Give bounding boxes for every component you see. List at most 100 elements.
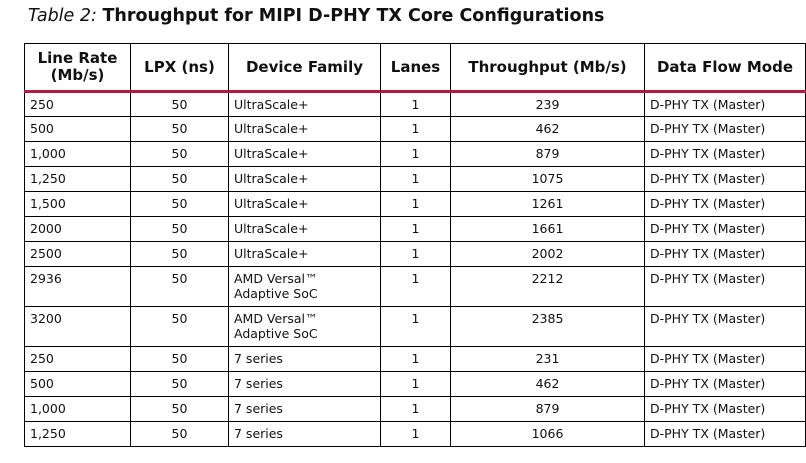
cell-line-rate: 3200 xyxy=(24,306,131,347)
cell-throughput: 462 xyxy=(450,116,645,142)
cell-lpx: 50 xyxy=(130,421,229,447)
cell-device-family: UltraScale+ xyxy=(228,91,381,117)
cell-lanes: 1 xyxy=(380,191,451,217)
cell-lpx: 50 xyxy=(130,141,229,167)
cell-throughput: 879 xyxy=(450,396,645,422)
header-line-rate: Line Rate (Mb/s) xyxy=(24,43,131,93)
cell-lanes: 1 xyxy=(380,241,451,267)
cell-line-rate: 250 xyxy=(24,91,131,117)
cell-throughput: 2002 xyxy=(450,241,645,267)
table-row: 500 50 7 series 1 462 D-PHY TX (Master) xyxy=(24,371,806,397)
cell-throughput: 1261 xyxy=(450,191,645,217)
cell-throughput: 231 xyxy=(450,346,645,372)
table-row: 250 50 7 series 1 231 D-PHY TX (Master) xyxy=(24,346,806,372)
cell-lpx: 50 xyxy=(130,166,229,192)
cell-device-family: UltraScale+ xyxy=(228,241,381,267)
cell-device-family: UltraScale+ xyxy=(228,191,381,217)
table-row: 1,250 50 7 series 1 1066 D-PHY TX (Master) xyxy=(24,421,806,447)
table-row: 2000 50 UltraScale+ 1 1661 D-PHY TX (Master) xyxy=(24,216,806,242)
header-data-flow-mode: Data Flow Mode xyxy=(644,43,806,93)
cell-data-flow-mode: D-PHY TX (Master) xyxy=(644,191,806,217)
cell-line-rate: 1,000 xyxy=(24,396,131,422)
table-row: 3200 50 AMD Versal™ Adaptive SoC 1 2385 D-PHY… xyxy=(24,306,806,347)
cell-line-rate: 2500 xyxy=(24,241,131,267)
cell-lpx: 50 xyxy=(130,346,229,372)
cell-data-flow-mode: D-PHY TX (Master) xyxy=(644,91,806,117)
caption-title: Throughput for MIPI D-PHY TX Core Config… xyxy=(102,6,605,26)
cell-line-rate: 1,000 xyxy=(24,141,131,167)
cell-lpx: 50 xyxy=(130,216,229,242)
cell-lanes: 1 xyxy=(380,141,451,167)
cell-lanes: 1 xyxy=(380,421,451,447)
cell-data-flow-mode: D-PHY TX (Master) xyxy=(644,396,806,422)
cell-lpx: 50 xyxy=(130,191,229,217)
cell-lpx: 50 xyxy=(130,396,229,422)
table-row: 250 50 UltraScale+ 1 239 D-PHY TX (Master) xyxy=(24,91,806,117)
header-lanes: Lanes xyxy=(380,43,451,93)
cell-data-flow-mode: D-PHY TX (Master) xyxy=(644,371,806,397)
cell-device-family: UltraScale+ xyxy=(228,216,381,242)
cell-device-family: 7 series xyxy=(228,371,381,397)
cell-lanes: 1 xyxy=(380,371,451,397)
table-row: 1,250 50 UltraScale+ 1 1075 D-PHY TX (Master) xyxy=(24,166,806,192)
table-caption: Table 2: Throughput for MIPI D-PHY TX Co… xyxy=(28,5,604,27)
caption-label: Table 2: xyxy=(28,6,97,26)
throughput-table: Line Rate (Mb/s) LPX (ns) Device Family … xyxy=(24,43,806,447)
cell-throughput: 239 xyxy=(450,91,645,117)
cell-throughput: 462 xyxy=(450,371,645,397)
cell-data-flow-mode: D-PHY TX (Master) xyxy=(644,241,806,267)
header-throughput: Throughput (Mb/s) xyxy=(450,43,645,93)
header-lpx: LPX (ns) xyxy=(130,43,229,93)
cell-device-family: AMD Versal™ Adaptive SoC xyxy=(228,306,381,347)
cell-device-family: AMD Versal™ Adaptive SoC xyxy=(228,266,381,307)
cell-device-family: UltraScale+ xyxy=(228,141,381,167)
cell-data-flow-mode: D-PHY TX (Master) xyxy=(644,266,806,307)
table-row: 1,000 50 7 series 1 879 D-PHY TX (Master) xyxy=(24,396,806,422)
cell-lpx: 50 xyxy=(130,241,229,267)
cell-lpx: 50 xyxy=(130,306,229,347)
cell-lanes: 1 xyxy=(380,216,451,242)
table-body: 250 50 UltraScale+ 1 239 D-PHY TX (Master) 500… xyxy=(24,91,806,447)
cell-line-rate: 1,250 xyxy=(24,166,131,192)
cell-data-flow-mode: D-PHY TX (Master) xyxy=(644,166,806,192)
cell-data-flow-mode: D-PHY TX (Master) xyxy=(644,141,806,167)
table-header-row: Line Rate (Mb/s) LPX (ns) Device Family … xyxy=(24,43,806,93)
cell-line-rate: 2936 xyxy=(24,266,131,307)
cell-data-flow-mode: D-PHY TX (Master) xyxy=(644,421,806,447)
cell-throughput: 879 xyxy=(450,141,645,167)
table-row: 2936 50 AMD Versal™ Adaptive SoC 1 2212 D-PHY… xyxy=(24,266,806,307)
cell-device-family: 7 series xyxy=(228,396,381,422)
cell-line-rate: 2000 xyxy=(24,216,131,242)
cell-data-flow-mode: D-PHY TX (Master) xyxy=(644,116,806,142)
cell-lpx: 50 xyxy=(130,116,229,142)
cell-data-flow-mode: D-PHY TX (Master) xyxy=(644,216,806,242)
cell-line-rate: 500 xyxy=(24,371,131,397)
cell-line-rate: 250 xyxy=(24,346,131,372)
cell-data-flow-mode: D-PHY TX (Master) xyxy=(644,346,806,372)
cell-data-flow-mode: D-PHY TX (Master) xyxy=(644,306,806,347)
header-device-family: Device Family xyxy=(228,43,381,93)
table-row: 500 50 UltraScale+ 1 462 D-PHY TX (Master) xyxy=(24,116,806,142)
cell-lpx: 50 xyxy=(130,91,229,117)
cell-line-rate: 1,500 xyxy=(24,191,131,217)
cell-lpx: 50 xyxy=(130,371,229,397)
cell-lanes: 1 xyxy=(380,166,451,192)
table-row: 1,000 50 UltraScale+ 1 879 D-PHY TX (Master) xyxy=(24,141,806,167)
cell-throughput: 2385 xyxy=(450,306,645,347)
cell-throughput: 2212 xyxy=(450,266,645,307)
cell-throughput: 1066 xyxy=(450,421,645,447)
cell-lanes: 1 xyxy=(380,306,451,347)
cell-lanes: 1 xyxy=(380,91,451,117)
cell-throughput: 1661 xyxy=(450,216,645,242)
table-row: 2500 50 UltraScale+ 1 2002 D-PHY TX (Master) xyxy=(24,241,806,267)
cell-line-rate: 500 xyxy=(24,116,131,142)
cell-lanes: 1 xyxy=(380,116,451,142)
cell-lanes: 1 xyxy=(380,396,451,422)
cell-line-rate: 1,250 xyxy=(24,421,131,447)
cell-device-family: 7 series xyxy=(228,421,381,447)
cell-device-family: UltraScale+ xyxy=(228,116,381,142)
cell-device-family: UltraScale+ xyxy=(228,166,381,192)
cell-device-family: 7 series xyxy=(228,346,381,372)
cell-lanes: 1 xyxy=(380,346,451,372)
cell-throughput: 1075 xyxy=(450,166,645,192)
